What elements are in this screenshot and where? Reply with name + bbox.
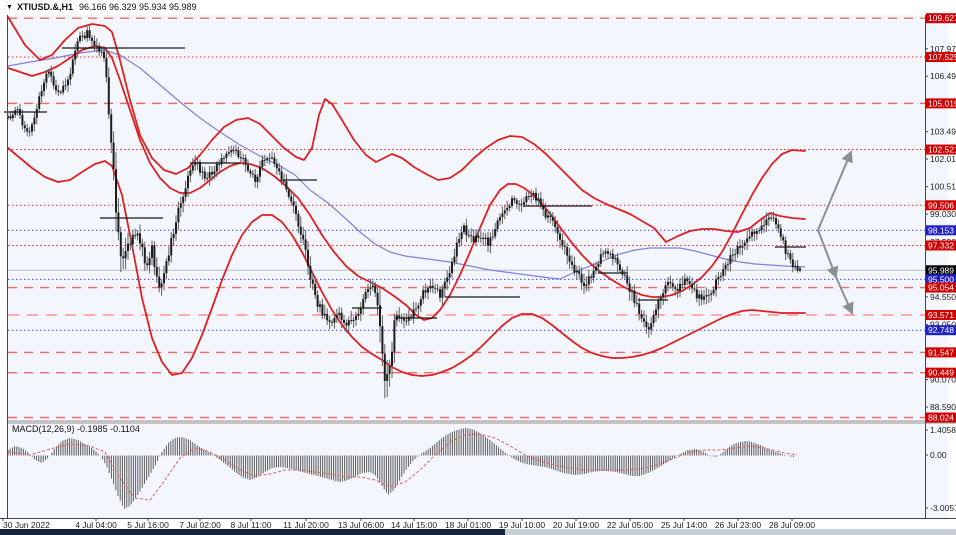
price-level-badge: 102.521 [928,145,956,155]
price-axis-label: 100.510 [930,182,956,192]
macd-axis-label: 1.4058 [930,425,956,435]
time-axis-label: 25 Jul 14:00 [661,520,708,530]
price-level-badge: 88.024 [928,413,954,423]
macd-values: -0.1985 -0.1104 [77,424,140,434]
time-axis-label: 18 Jul 01:00 [445,520,492,530]
time-axis-label: 26 Jul 23:00 [715,520,762,530]
price-axis-label: 99.030 [930,209,956,219]
bottom-bar-dark [0,529,505,535]
indicator-curves [7,16,806,377]
price-level-badge: 97.332 [928,240,954,250]
price-axis-label: 88.590 [930,402,956,412]
macd-indicator-label: MACD(12,26,9) -0.1985 -0.1104 [12,424,140,434]
chart-title-row: ▼ XTIUSD.&,H1 96.166 96.329 95.934 95.98… [6,1,197,13]
time-axis-label: 8 Jul 11:00 [231,520,272,530]
drawn-trendline-segments[interactable] [4,47,806,319]
macd-axis-label: 0.00 [930,450,947,460]
time-axis-label: 20 Jul 19:00 [553,520,600,530]
price-level-badge: 95.054 [928,283,954,293]
price-level-badge: 92.748 [928,325,954,335]
bottom-bar-light [505,529,956,535]
price-level-badge: 99.506 [928,200,954,210]
symbol-timeframe-label: XTIUSD.&,H1 [16,2,73,12]
horizontal-level-lines [8,17,925,419]
price-level-badge: 95.500 [928,274,954,284]
price-axis-label: 94.550 [930,292,956,302]
time-axis-label: 14 Jul 15:00 [391,520,438,530]
time-axis-label: 13 Jul 06:00 [338,520,385,530]
price-axis-label: 90.070 [930,375,956,385]
time-axis-label: 28 Jul 09:00 [769,520,816,530]
plot-background [8,15,956,518]
macd-axis-label: -3.0057 [930,503,956,513]
price-level-badge: 93.571 [928,310,954,320]
time-axis-label: 7 Jul 02:00 [179,520,221,530]
price-level-badge: 91.547 [928,347,954,357]
time-axis-label: 11 Jul 20:00 [283,520,329,530]
price-level-badge: 98.153 [928,225,954,235]
time-axis-label: 22 Jul 05:00 [607,520,654,530]
macd-name: MACD(12,26,9) [12,424,75,434]
price-level-badge: 107.525 [928,52,956,62]
price-axis-label: 93.050 [930,320,956,330]
price-axis-label: 102.010 [930,154,956,164]
symbol-dropdown-icon[interactable]: ▼ [6,3,13,11]
price-axis-label: 106.490 [930,71,956,81]
macd-pane[interactable] [7,428,798,509]
time-axis-label: 5 Jul 16:00 [127,520,169,530]
time-axis-label: 4 Jul 04:00 [75,520,117,530]
forecast-arrows[interactable] [817,150,854,315]
axes-and-labels[interactable]: 107.970 106.490 103.490 102.010 100.510 99.03… [0,13,956,530]
price-level-badge: 90.449 [928,368,954,378]
time-axis-label: 19 Jul 10:00 [499,520,546,530]
price-level-badge: 105.019 [928,98,956,108]
price-level-badge: 109.627 [928,13,956,23]
price-axis-label: 107.970 [930,44,956,54]
price-axis-label: 103.490 [930,127,956,137]
price-level-badge: 95.989 [928,265,954,275]
ohlc-values: 96.166 96.329 95.934 95.989 [78,2,197,12]
candlestick-series[interactable] [7,25,801,399]
time-axis-label: 30 Jun 2022 [3,520,50,530]
